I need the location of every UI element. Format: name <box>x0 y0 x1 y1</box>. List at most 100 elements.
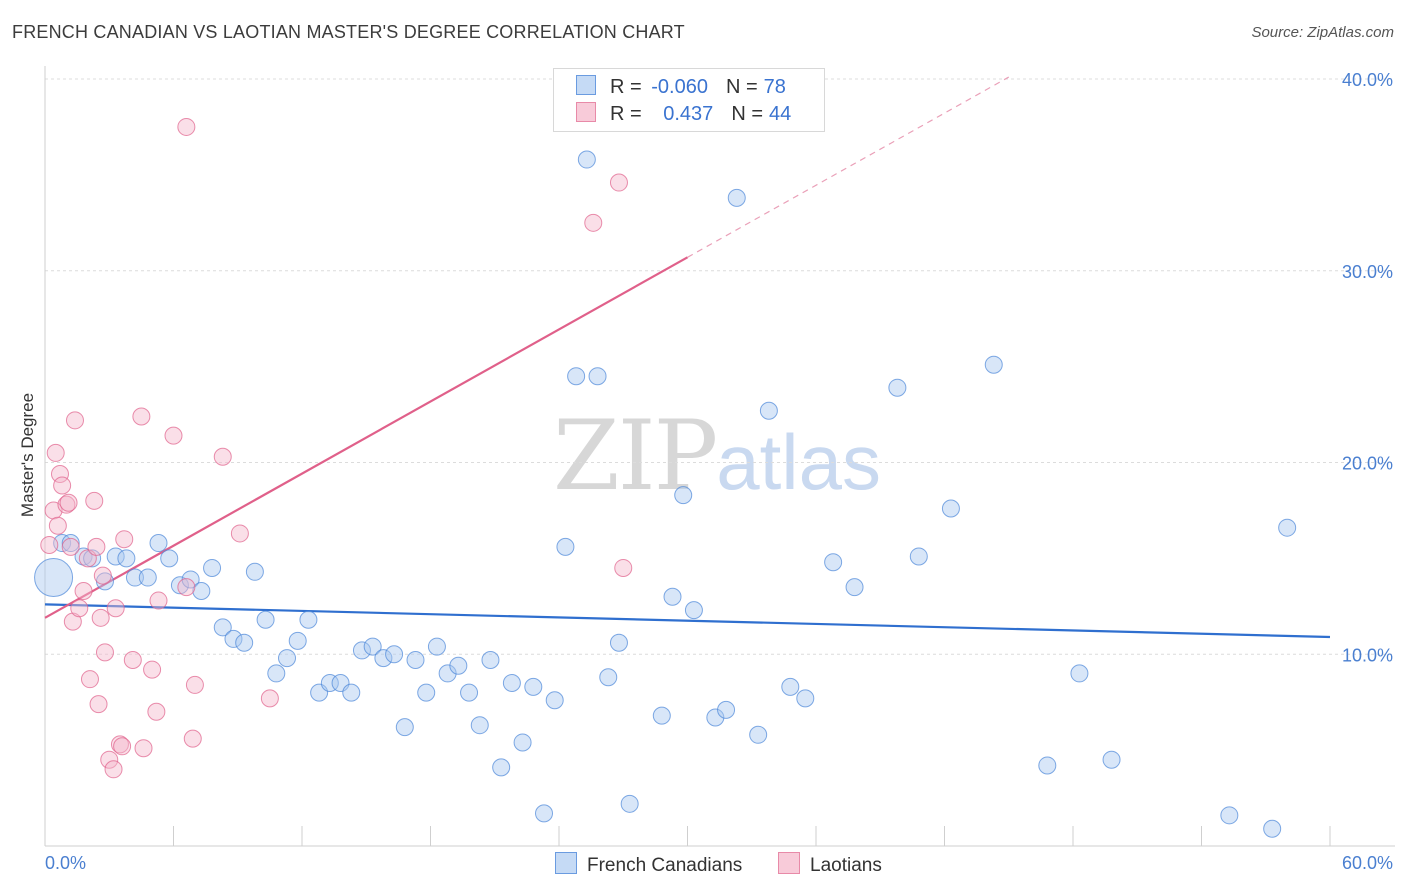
data-point <box>1263 819 1282 838</box>
trend-line-laotians <box>44 256 689 619</box>
legend-swatch-blue <box>576 75 596 95</box>
data-point <box>91 608 110 627</box>
data-point <box>888 378 907 397</box>
data-point <box>385 645 404 664</box>
data-point <box>278 649 297 668</box>
data-point <box>556 537 575 556</box>
data-point <box>106 599 125 618</box>
data-point <box>53 476 72 495</box>
data-point <box>652 706 671 725</box>
legend-row-french-canadians: R = -0.060 N = 78 <box>576 75 786 99</box>
data-point <box>245 562 264 581</box>
data-point <box>70 599 89 618</box>
data-point <box>87 537 106 556</box>
data-point <box>796 689 815 708</box>
data-point <box>374 649 393 668</box>
data-point <box>1102 750 1121 769</box>
data-point <box>299 610 318 629</box>
data-point <box>115 530 134 549</box>
data-point <box>147 702 166 721</box>
data-point <box>170 576 189 595</box>
data-point <box>749 725 768 744</box>
bottom-legend-swatch-pink <box>778 852 800 874</box>
data-point <box>620 794 639 813</box>
data-point <box>663 587 682 606</box>
data-point <box>470 716 489 735</box>
data-point <box>599 668 618 687</box>
data-point <box>192 581 211 600</box>
data-point <box>395 718 414 737</box>
data-point <box>567 367 586 386</box>
data-point <box>481 651 500 670</box>
data-point <box>824 553 843 572</box>
data-point <box>460 683 479 702</box>
data-point <box>48 516 67 535</box>
data-point <box>149 534 168 553</box>
y-tick-label: 10.0% <box>1342 645 1393 665</box>
data-point <box>85 491 104 510</box>
data-point <box>132 407 151 426</box>
data-point <box>61 537 80 556</box>
data-point <box>224 629 243 648</box>
data-point <box>256 610 275 629</box>
data-point <box>941 499 960 518</box>
data-point <box>706 708 725 727</box>
data-point <box>984 355 1003 374</box>
data-point <box>588 367 607 386</box>
data-point <box>59 493 78 512</box>
data-point <box>80 670 99 689</box>
data-point <box>502 674 521 693</box>
legend-r-value: 0.437 <box>663 103 714 125</box>
data-point <box>230 524 249 543</box>
data-point <box>83 549 102 568</box>
correlation-legend: R = -0.060 N = 78 R = 0.437 N = 44 <box>553 68 825 132</box>
source-label: Source: ZipAtlas.com <box>1251 24 1394 41</box>
legend-row-laotians: R = 0.437 N = 44 <box>576 102 791 126</box>
data-point <box>438 664 457 683</box>
data-point <box>149 591 168 610</box>
data-point <box>609 173 628 192</box>
data-point <box>104 760 123 779</box>
data-point <box>614 558 633 577</box>
data-point <box>160 549 179 568</box>
data-point <box>577 150 596 169</box>
y-axis-label: Master's Degree <box>18 393 37 517</box>
data-point <box>164 426 183 445</box>
chart-title: FRENCH CANADIAN VS LAOTIAN MASTER'S DEGR… <box>12 22 685 42</box>
data-point <box>260 689 279 708</box>
data-point <box>781 677 800 696</box>
data-point <box>203 558 222 577</box>
legend-n-value: 78 <box>763 76 786 98</box>
legend-n-value: 44 <box>769 103 792 125</box>
legend-r-label: R = <box>610 103 642 125</box>
data-point <box>1220 806 1239 825</box>
tick-labels: 10.0% 20.0% 30.0% 40.0% 0.0% 60.0% <box>45 70 1393 873</box>
data-point <box>288 631 307 650</box>
data-point <box>1038 756 1057 775</box>
data-point <box>674 486 693 505</box>
data-point <box>684 601 703 620</box>
data-point <box>535 804 554 823</box>
data-point <box>492 758 511 777</box>
x-tick-label: 60.0% <box>1342 853 1393 873</box>
data-point <box>125 568 144 587</box>
legend-r-label: R = <box>610 76 642 98</box>
data-point <box>513 733 532 752</box>
y-tick-label: 40.0% <box>1342 70 1393 90</box>
data-point <box>845 578 864 597</box>
data-point <box>89 695 108 714</box>
data-point <box>123 651 142 670</box>
data-point <box>138 568 157 587</box>
bottom-legend-french-canadians: French Canadians <box>555 852 742 877</box>
data-point <box>717 700 736 719</box>
axes <box>44 66 1395 847</box>
bottom-legend-label: Laotians <box>810 855 882 876</box>
trend-line-french-canadians <box>44 603 1331 639</box>
data-point <box>545 691 564 710</box>
data-point <box>584 213 603 232</box>
data-point <box>74 581 93 600</box>
data-point <box>113 737 132 756</box>
data-point <box>40 535 59 554</box>
trend-lines <box>44 76 1331 639</box>
